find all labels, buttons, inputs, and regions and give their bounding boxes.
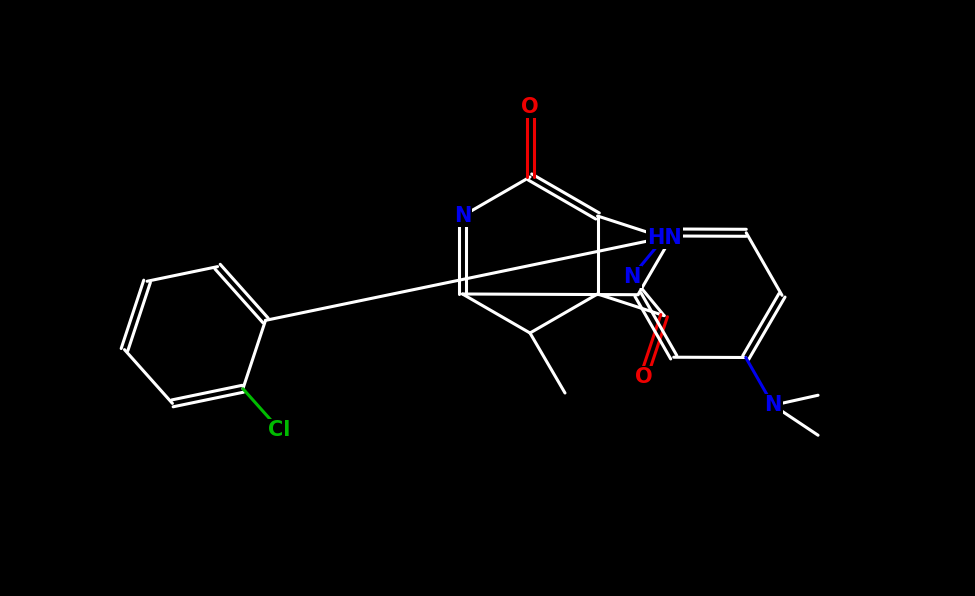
- Text: Cl: Cl: [268, 420, 291, 440]
- Text: O: O: [635, 367, 652, 387]
- Text: O: O: [522, 97, 539, 117]
- Text: N: N: [623, 266, 641, 287]
- Text: N: N: [453, 206, 471, 226]
- Text: HN: HN: [646, 228, 682, 247]
- Text: N: N: [764, 395, 782, 415]
